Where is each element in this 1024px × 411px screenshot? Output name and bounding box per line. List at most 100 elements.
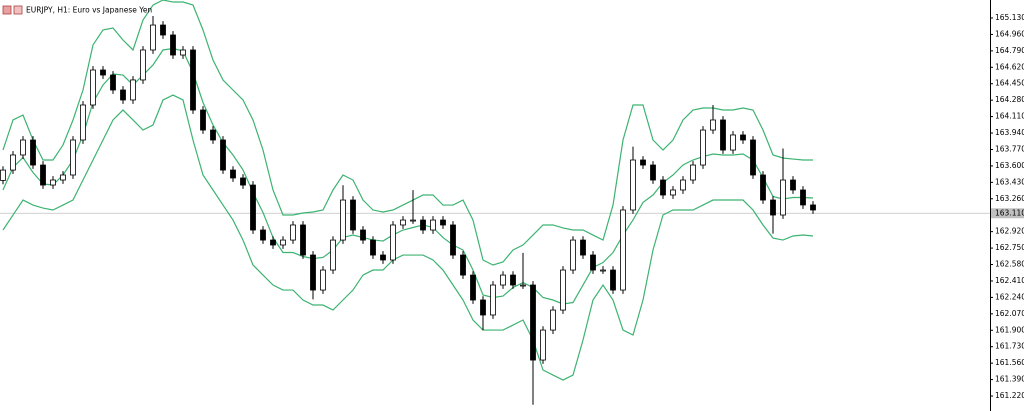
candle-body <box>440 219 446 226</box>
candle-body <box>0 169 6 181</box>
last-price-box <box>991 208 1024 219</box>
candle-body <box>410 219 416 222</box>
y-tick-label: 162.750 <box>995 243 1024 252</box>
candle-body <box>220 139 226 171</box>
y-tick-label: 162.580 <box>995 260 1024 269</box>
candle-body <box>130 79 136 101</box>
y-tick-label: 162.920 <box>995 227 1024 236</box>
icon <box>2 5 12 15</box>
candle-body <box>350 199 356 231</box>
candle-body <box>670 189 676 196</box>
y-tick-label: 163.940 <box>995 128 1024 137</box>
candle-body <box>520 284 526 287</box>
candle-body <box>230 169 236 179</box>
candle-body <box>380 254 386 261</box>
candle-body <box>700 129 706 166</box>
candle-body <box>720 119 726 151</box>
y-tick-label: 164.620 <box>995 62 1024 71</box>
candle-body <box>60 174 66 181</box>
candle-body <box>30 139 36 166</box>
candle-body <box>420 219 426 231</box>
candle-body <box>480 299 486 316</box>
candle-body <box>660 179 666 196</box>
candle-body <box>800 189 806 206</box>
icon <box>13 5 23 15</box>
symbol-icons <box>2 5 23 15</box>
candle-body <box>10 154 16 171</box>
candle-body <box>500 274 506 286</box>
candle-body <box>680 179 686 191</box>
candle-body <box>160 24 166 36</box>
candle-body <box>600 269 606 272</box>
candle-body <box>150 24 156 51</box>
bollinger-middle <box>2 47 814 305</box>
candle-body <box>200 109 206 131</box>
candle-body <box>760 174 766 201</box>
candle-body <box>360 229 366 241</box>
candle-body <box>640 159 646 166</box>
y-tick-label: 161.390 <box>995 375 1024 384</box>
y-tick-label: 161.560 <box>995 358 1024 367</box>
y-tick-label: 164.450 <box>995 79 1024 88</box>
candle-body <box>810 204 816 211</box>
candle-body <box>780 179 786 216</box>
candle-body <box>340 199 346 241</box>
y-tick-label: 161.730 <box>995 342 1024 351</box>
y-tick-label: 165.130 <box>995 13 1024 22</box>
candle-body <box>490 284 496 316</box>
candle-body <box>190 49 196 111</box>
candle-body <box>20 139 26 156</box>
candle-body <box>740 134 746 141</box>
last-price-label: 163.110 <box>995 208 1024 217</box>
candle-body <box>80 104 86 141</box>
bollinger-lower <box>2 94 814 381</box>
candle-body <box>390 224 396 261</box>
candle-body <box>320 269 326 291</box>
candle-body <box>620 209 626 291</box>
candle-body <box>540 329 546 361</box>
candle-body <box>250 184 256 231</box>
candle-body <box>590 254 596 271</box>
plot-area <box>0 0 990 405</box>
candle-body <box>750 139 756 176</box>
candle-body <box>260 229 266 241</box>
candle-body <box>790 179 796 191</box>
candle-body <box>240 177 246 186</box>
y-tick-label: 163.770 <box>995 144 1024 153</box>
candle-body <box>560 269 566 311</box>
candle-body <box>430 219 436 231</box>
y-tick-label: 163.260 <box>995 194 1024 203</box>
candle-body <box>70 139 76 176</box>
candle-body <box>90 69 96 106</box>
candle-body <box>690 164 696 181</box>
y-tick-label: 162.410 <box>995 276 1024 285</box>
candle-body <box>570 239 576 271</box>
y-tick-label: 163.600 <box>995 161 1024 170</box>
chart-title: EURJPY, H1: Euro vs Japanese Yen <box>26 6 152 15</box>
candle-body <box>510 274 516 286</box>
candle-body <box>120 89 126 101</box>
y-tick-label: 162.240 <box>995 292 1024 301</box>
y-tick-label: 161.220 <box>995 391 1024 400</box>
candle-body <box>730 134 736 151</box>
candle-body <box>270 239 276 246</box>
candle-body <box>710 119 716 131</box>
bollinger-upper <box>2 0 813 266</box>
candle-body <box>550 309 556 331</box>
candle-body <box>770 199 776 216</box>
candle-body <box>210 129 216 141</box>
candle-body <box>400 219 406 226</box>
y-tick-label: 163.430 <box>995 177 1024 186</box>
candle-body <box>310 254 316 291</box>
candle-body <box>330 239 336 271</box>
candle-body <box>370 239 376 256</box>
candle-body <box>580 239 586 256</box>
candle-body <box>610 269 616 291</box>
candle-body <box>170 34 176 56</box>
candle-body <box>100 69 106 76</box>
candle-body <box>280 239 286 246</box>
candle-body <box>180 49 186 56</box>
